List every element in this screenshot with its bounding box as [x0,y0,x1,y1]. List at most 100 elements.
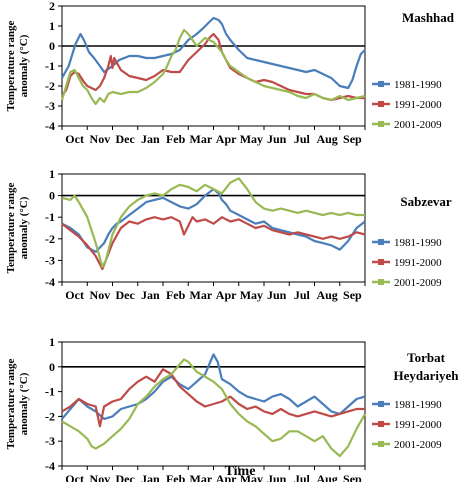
legend-marker [378,441,384,447]
chart-panel-3: 1 0 -1 -2 -3 -4 Oct Nov Dec Jan Feb Mar Apr May Jun Jul… [5,335,459,482]
y-axis-label-line: Temperature range [5,21,17,112]
y-axis-label: Temperature rangeanomaly (°C) [5,359,30,450]
x-tick-label: May [240,472,263,482]
x-tick-label: Jan [141,472,160,482]
x-tick-label: Jul [294,132,311,146]
station-title: Heydariyeh [394,368,460,383]
legend-label: 1991-2000 [394,257,442,269]
y-tick-label: -2 [45,79,55,93]
y-tick-label: -3 [45,99,55,113]
x-axis-label: Time [225,464,256,479]
x-tick-label: Mar [190,472,213,482]
x-tick-label: Nov [90,288,111,302]
station-title: Mashhad [402,10,455,25]
legend-label: 1981-1990 [394,399,442,411]
chart-panel-2: 1 0 -1 -2 -3 -4 Oct Nov Dec Jan Feb Mar Apr May Jun Jul… [5,167,452,302]
series-line [60,28,366,106]
y-tick-label: 1 [49,335,55,349]
x-tick-label: Jun [267,132,287,146]
x-tick-label: Sep [343,288,362,302]
y-tick-label: 1 [49,167,55,181]
y-tick-label: 2 [49,0,55,13]
series-line [61,32,365,102]
x-tick-label: Aug [316,288,337,302]
x-tick-label: Jan [141,132,160,146]
y-axis-label: Temperature rangeanomaly (°C) [5,21,30,112]
x-tick-label: Jan [141,288,160,302]
x-tick-label: Dec [115,132,135,146]
y-axis-label-line: Temperature range [5,359,17,450]
station-title: Torbat [407,350,445,365]
legend-marker [378,121,384,127]
x-tick-label: Feb [166,288,186,302]
y-tick-label: -1 [45,59,55,73]
x-tick-label: Mar [190,132,213,146]
y-axis-label-line: anomaly (°C) [18,372,30,435]
y-axis-label-line: Temperature range [5,183,17,274]
series-line [61,358,366,458]
legend-label: 2001-2009 [394,119,442,131]
legend-marker [378,81,384,87]
x-tick-label: Sep [343,132,362,146]
legend-marker [378,259,384,265]
x-tick-label: Oct [65,472,84,482]
x-tick-label: Oct [65,288,84,302]
series-line [61,177,365,268]
x-tick-label: Apr [216,132,237,146]
legend-marker [378,401,384,407]
y-tick-label: -1 [45,210,55,224]
x-tick-label: Aug [316,472,337,482]
x-tick-label: Feb [166,132,186,146]
x-tick-label: Apr [216,472,237,482]
y-tick-label: -4 [45,275,55,289]
x-tick-label: Dec [115,472,135,482]
x-tick-label: Feb [166,472,186,482]
y-tick-label: -2 [45,232,55,246]
y-tick-label: -4 [45,119,55,133]
legend-label: 1991-2000 [394,419,442,431]
legend-marker [378,279,384,285]
x-tick-label: Sep [343,472,362,482]
chart-panel-1: 2 1 0 -1 -2 -3 -4 Oct Nov Dec Jan Feb Mar Apr May Jun Ju… [5,0,455,146]
series-line [61,188,366,253]
x-tick-label: Jul [294,288,311,302]
x-tick-label: Mar [190,288,213,302]
x-tick-label: Aug [316,132,337,146]
y-axis-label: Temperature rangeanomaly (°C) [5,183,30,274]
x-tick-label: Nov [90,132,111,146]
x-tick-label: May [240,132,263,146]
legend-label: 1991-2000 [394,99,442,111]
legend-marker [378,239,384,245]
x-tick-label: Jul [294,472,311,482]
x-tick-label: Oct [65,132,84,146]
x-tick-label: Apr [216,288,237,302]
series-line [61,16,366,90]
y-tick-label: 0 [49,189,55,203]
x-tick-label: May [240,288,263,302]
legend-label: 2001-2009 [394,439,442,451]
x-tick-label: Jun [267,472,287,482]
y-axis-label-line: anomaly (°C) [18,34,30,97]
legend-marker [378,101,384,107]
x-tick-label: Nov [90,472,111,482]
x-tick-label: Jun [267,288,287,302]
legend-marker [378,421,384,427]
x-tick-label: Dec [115,288,135,302]
y-tick-label: -4 [45,459,55,473]
legend-label: 1981-1990 [394,237,442,249]
station-title: Sabzevar [400,194,452,209]
y-tick-label: -3 [45,434,55,448]
y-tick-label: -1 [45,385,55,399]
legend-label: 2001-2009 [394,277,442,289]
y-axis-label-line: anomaly (°C) [18,196,30,259]
y-tick-label: 0 [49,39,55,53]
series-line [61,353,366,420]
y-tick-label: -3 [45,253,55,267]
y-tick-label: -2 [45,409,55,423]
y-tick-label: 1 [49,19,55,33]
series-line [61,368,365,428]
y-tick-label: 0 [49,360,55,374]
legend-label: 1981-1990 [394,79,442,91]
